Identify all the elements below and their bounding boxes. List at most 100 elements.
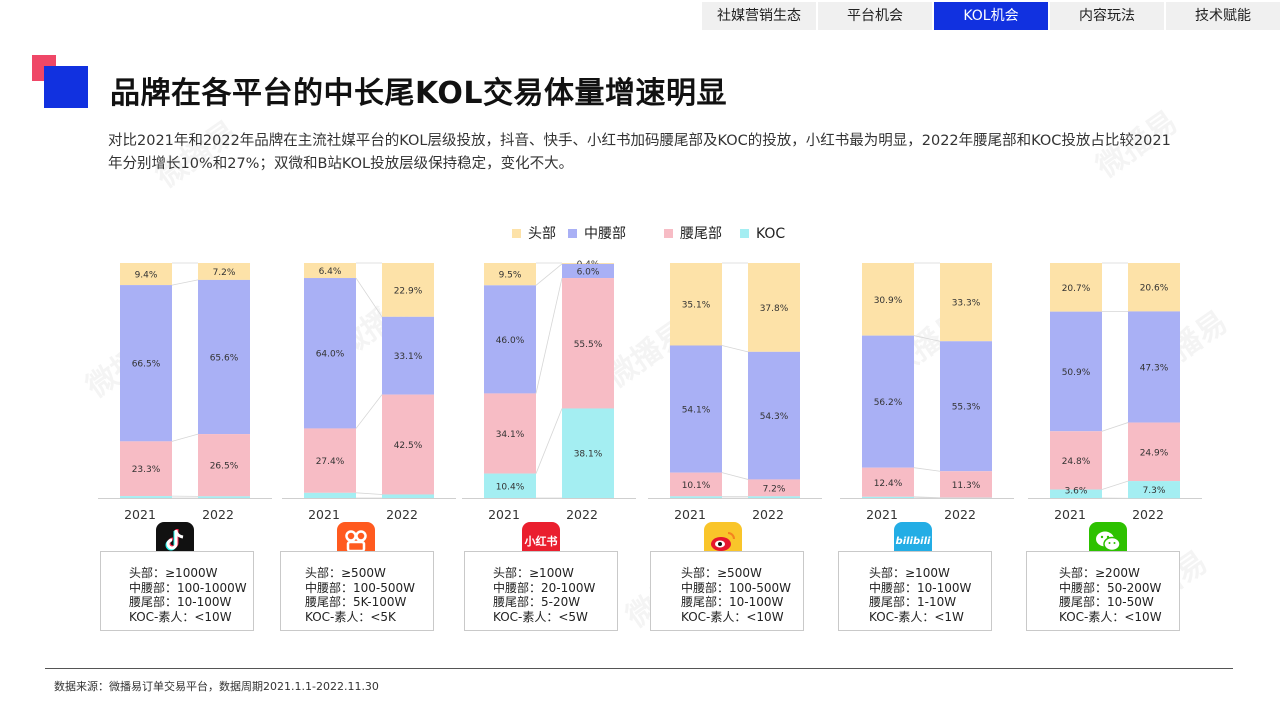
data-label: 42.5% xyxy=(394,441,423,451)
bar-segment xyxy=(748,263,800,352)
connector-line xyxy=(1101,480,1129,490)
bar-segment xyxy=(562,263,614,279)
bar-segment xyxy=(382,263,434,317)
tier-head: 头部：≥500W xyxy=(681,566,762,580)
top-nav: 社媒营销生态 平台机会 KOL机会 内容玩法 技术赋能 xyxy=(700,2,1280,30)
x-tick-label: 2022 xyxy=(566,507,598,522)
data-label: 65.6% xyxy=(210,354,239,364)
connector-line xyxy=(535,277,563,394)
data-label: 7.2% xyxy=(763,484,786,494)
data-label: 24.8% xyxy=(1062,457,1091,467)
data-label: 12.4% xyxy=(874,479,903,489)
data-source: 数据来源：微播易订单交易平台，数据周期2021.1.1-2022.11.30 xyxy=(54,680,379,693)
tab-tech-enablement[interactable]: 技术赋能 xyxy=(1166,2,1280,30)
stacked-bar-chart: 头部 中腰部 腰尾部 KOC 9.4% 66.5% 23.3% 2021 7.2% 65.6% 26… xyxy=(98,226,1202,522)
tier-head: 头部：≥100W xyxy=(493,566,574,580)
tier-tail: 腰尾部：1-10W xyxy=(869,595,957,609)
tier-mid: 中腰部：100-1000W xyxy=(129,580,247,595)
bar-segment xyxy=(198,434,250,497)
data-label: 10.1% xyxy=(682,481,711,491)
tier-tail: 腰尾部：5-20W xyxy=(493,595,581,609)
data-label: 6.4% xyxy=(319,267,342,277)
data-label: 9.5% xyxy=(499,271,522,281)
data-label: 34.1% xyxy=(496,430,525,440)
bar-segment xyxy=(1050,263,1102,312)
tier-koc: KOC-素人：<5W xyxy=(493,609,588,624)
legend-label-2: 腰尾部 xyxy=(680,226,722,242)
bar-segment xyxy=(670,496,722,498)
data-label: 55.5% xyxy=(574,340,603,350)
bar-segment xyxy=(120,441,172,497)
platform-box-douyin: 头部：≥1000W 中腰部：100-1000W 腰尾部：10-100W KOC-… xyxy=(100,551,254,631)
bar-segment xyxy=(484,263,536,286)
connector-line xyxy=(355,277,383,318)
bar-segment xyxy=(562,263,614,264)
connector-line xyxy=(355,394,383,429)
bar-segment xyxy=(1050,431,1102,490)
bar-segment xyxy=(484,285,536,394)
legend-swatch-3 xyxy=(740,229,749,238)
bar-segment xyxy=(198,496,250,498)
bar-segment xyxy=(1128,311,1180,423)
data-label: 30.9% xyxy=(874,296,903,306)
bar-segment xyxy=(198,279,250,435)
platform-box-kuaishou: 头部：≥500W 中腰部：100-500W 腰尾部：5K-100W KOC-素人… xyxy=(280,551,434,631)
footer-divider xyxy=(45,668,1233,669)
page-title: 品牌在各平台的中长尾KOL交易体量增速明显 xyxy=(110,76,728,111)
bar-segment xyxy=(382,494,434,498)
tier-mid: 中腰部：100-500W xyxy=(681,580,792,595)
bar-segment xyxy=(862,263,914,336)
tier-head: 头部：≥200W xyxy=(1059,566,1140,580)
connector-line xyxy=(535,408,563,474)
tier-koc: KOC-素人：<1W xyxy=(869,609,964,624)
data-label: 33.1% xyxy=(394,352,423,362)
x-tick-label: 2021 xyxy=(308,507,340,522)
tier-head: 头部：≥1000W xyxy=(129,566,218,580)
legend-label-3: KOC xyxy=(756,226,785,242)
tab-social-ecosystem[interactable]: 社媒营销生态 xyxy=(702,2,816,30)
bar-segment xyxy=(382,394,434,495)
platform-box-weibo: 头部：≥500W 中腰部：100-500W 腰尾部：10-100W KOC-素人… xyxy=(650,551,804,631)
connector-line xyxy=(721,472,749,480)
platform-box-wechat: 头部：≥200W 中腰部：50-200W 腰尾部：10-50W KOC-素人：<… xyxy=(1026,551,1180,631)
bar-segment xyxy=(1050,489,1102,498)
x-tick-label: 2022 xyxy=(752,507,784,522)
data-label: 7.3% xyxy=(1143,486,1166,496)
data-label: 7.2% xyxy=(213,268,236,278)
data-label: 27.4% xyxy=(316,457,345,467)
bar-segment xyxy=(484,393,536,474)
x-tick-label: 2021 xyxy=(488,507,520,522)
data-label: 55.3% xyxy=(952,403,981,413)
tab-kol-opportunity[interactable]: KOL机会 xyxy=(934,2,1048,30)
bar-segment xyxy=(1128,422,1180,482)
platform-box-xiaohongshu: 头部：≥100W 中腰部：20-100W 腰尾部：5-20W KOC-素人：<5… xyxy=(464,551,618,631)
tab-platform-opportunity[interactable]: 平台机会 xyxy=(818,2,932,30)
x-tick-label: 2022 xyxy=(944,507,976,522)
bar-segment xyxy=(862,496,914,498)
tab-content-play[interactable]: 内容玩法 xyxy=(1050,2,1164,30)
data-label: 11.3% xyxy=(952,481,981,491)
x-tick-label: 2021 xyxy=(124,507,156,522)
bar-segment xyxy=(670,263,722,346)
tier-tail: 腰尾部：5K-100W xyxy=(305,595,407,609)
x-tick-label: 2022 xyxy=(386,507,418,522)
tier-tail: 腰尾部：10-50W xyxy=(1059,595,1154,609)
data-label: 6.0% xyxy=(577,267,600,277)
x-tick-label: 2021 xyxy=(866,507,898,522)
bar-segment xyxy=(940,471,992,498)
bar-segment xyxy=(862,335,914,468)
data-label: 56.2% xyxy=(874,398,903,408)
bar-segment xyxy=(670,472,722,497)
tier-koc: KOC-素人：<5K xyxy=(305,609,396,624)
bar-segment xyxy=(304,492,356,498)
bar-segment xyxy=(382,316,434,395)
data-label: 33.3% xyxy=(952,299,981,309)
legend-label-0: 头部 xyxy=(528,226,556,242)
tier-mid: 中腰部：20-100W xyxy=(493,580,596,595)
data-label: 24.9% xyxy=(1140,448,1169,458)
connector-line xyxy=(1101,422,1129,432)
tier-koc: KOC-素人：<10W xyxy=(681,609,784,624)
bar-segment xyxy=(1128,481,1180,499)
x-tick-label: 2021 xyxy=(674,507,706,522)
legend-label-1: 中腰部 xyxy=(584,226,626,242)
